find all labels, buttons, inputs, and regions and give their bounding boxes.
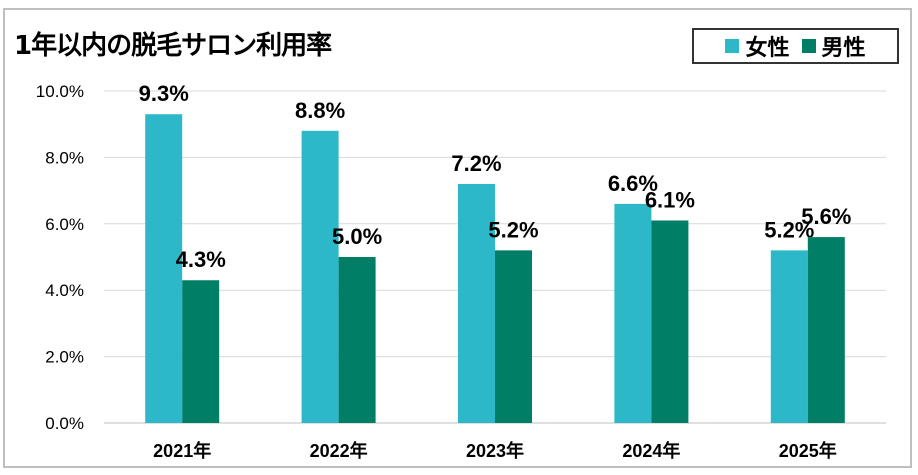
legend-label-male: 男性 — [821, 36, 866, 61]
y-tick-label: 10.0% — [36, 82, 84, 101]
bar-male — [807, 237, 845, 423]
bar-female — [458, 183, 495, 423]
legend-item-male: 男性 — [801, 30, 866, 62]
data-label-male: 6.1% — [645, 187, 695, 212]
y-tick-label: 2.0% — [45, 348, 84, 367]
x-tick-label: 2025年 — [779, 440, 837, 461]
x-tick-label: 2021年 — [153, 440, 211, 461]
bar-female — [770, 250, 808, 423]
bar-male — [182, 280, 220, 423]
legend-item-female: 女性 — [725, 30, 790, 62]
x-tick-label: 2024年 — [622, 440, 680, 461]
legend-label-female: 女性 — [745, 36, 790, 61]
data-label-male: 5.0% — [332, 224, 382, 249]
bar-male — [338, 257, 376, 423]
y-tick-label: 0.0% — [45, 414, 84, 433]
y-tick-label: 6.0% — [45, 215, 84, 234]
bar-female — [301, 130, 339, 423]
legend: 女性 男性 — [692, 28, 899, 64]
data-label-male: 5.6% — [801, 204, 851, 229]
data-label-female: 9.3% — [139, 81, 189, 106]
chart-title: 1年以内の脱毛サロン利用率 — [14, 31, 332, 61]
x-tick-label: 2023年 — [466, 440, 524, 461]
bar-male — [651, 220, 689, 423]
bar-female — [145, 114, 183, 424]
y-tick-label: 4.0% — [45, 281, 84, 300]
data-label-female: 5.2% — [764, 217, 814, 242]
legend-swatch-female — [725, 39, 740, 53]
legend-swatch-male — [801, 39, 816, 53]
data-label-female: 7.2% — [451, 151, 501, 176]
data-label-male: 4.3% — [176, 247, 226, 272]
y-tick-label: 8.0% — [45, 148, 84, 167]
data-label-male: 5.2% — [488, 217, 538, 242]
data-label-female: 8.8% — [295, 98, 345, 123]
x-tick-label: 2022年 — [310, 440, 368, 461]
bar-female — [614, 203, 652, 423]
data-label-female: 6.6% — [608, 171, 658, 196]
bar-male — [495, 250, 532, 423]
